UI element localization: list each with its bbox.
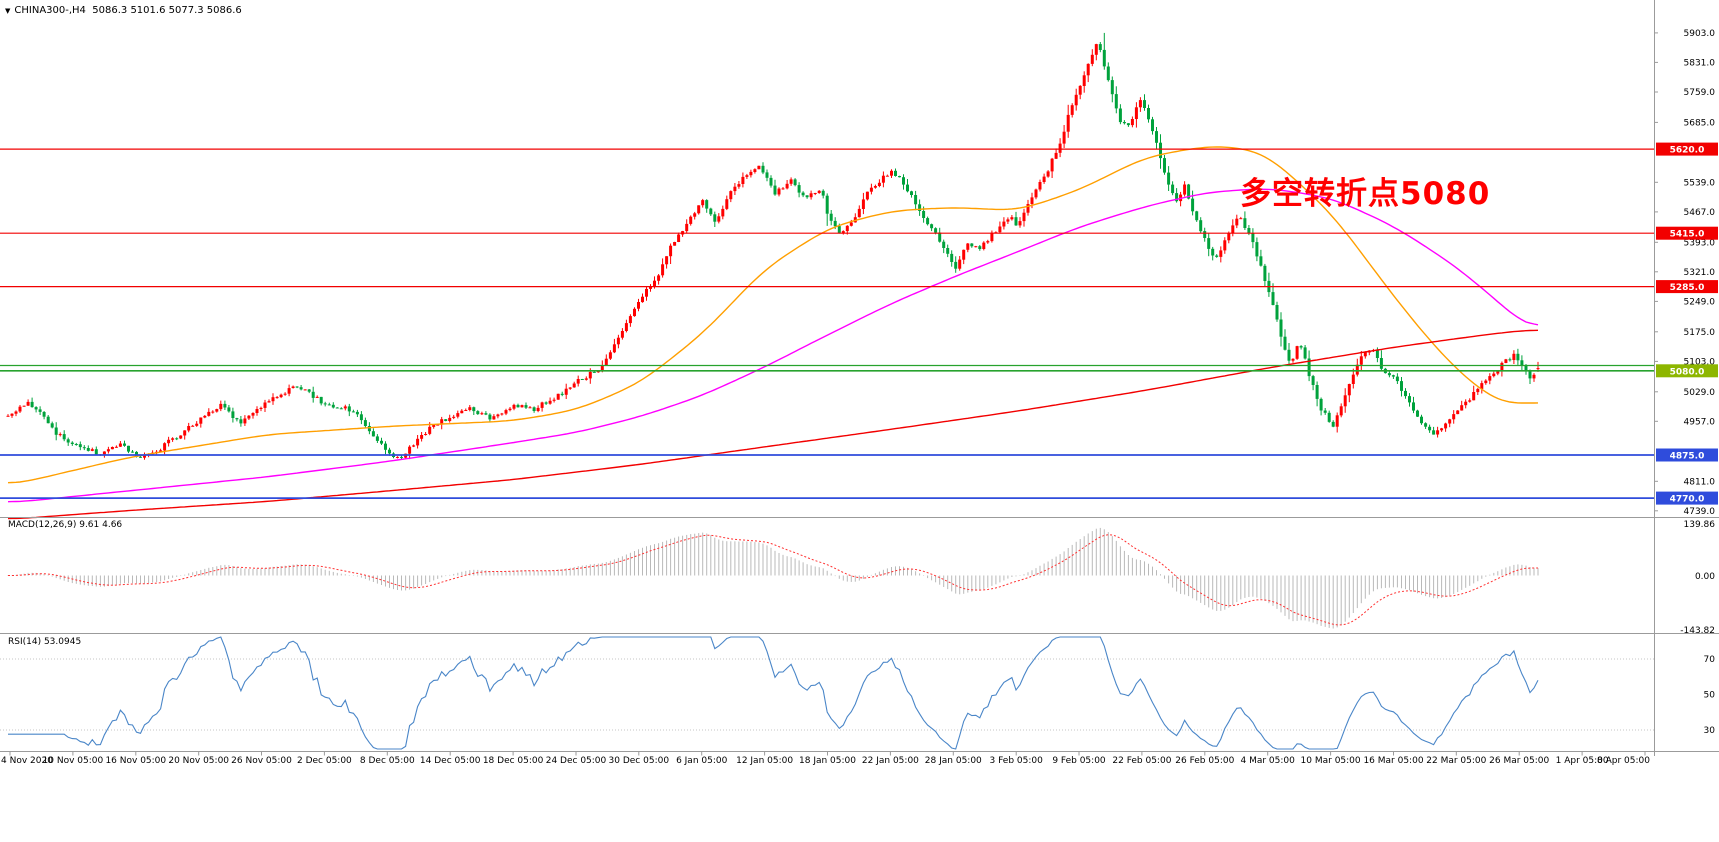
time-axis-label: 22 Jan 05:00 [862,756,919,766]
symbol-info: ▼ CHINA300-,H4 5086.3 5101.6 5077.3 5086… [5,5,242,16]
time-axis-label: 2 Dec 05:00 [297,756,352,766]
rsi-line [8,636,1539,750]
svg-text:5539.0: 5539.0 [1684,178,1716,188]
svg-text:139.86: 139.86 [1684,520,1716,530]
macd-panel[interactable]: 139.86 0.00 -143.82 [7,520,1716,636]
svg-text:4957.0: 4957.0 [1684,417,1716,427]
price-level-badge [1656,491,1718,505]
time-axis-label: 10 Nov 05:00 [43,756,104,766]
rsi-indicator-label: RSI(14) 53.0945 [8,637,82,647]
svg-text:5903.0: 5903.0 [1684,29,1716,39]
svg-text:70: 70 [1704,655,1716,665]
time-axis-label: 12 Jan 05:00 [736,756,793,766]
main-price-panel[interactable] [0,32,1654,520]
time-axis-label: 22 Feb 05:00 [1112,756,1171,766]
svg-text:5080.0: 5080.0 [1670,367,1705,377]
svg-text:0.00: 0.00 [1695,572,1715,582]
svg-text:5321.0: 5321.0 [1684,268,1716,278]
svg-text:4811.0: 4811.0 [1684,477,1716,487]
svg-text:5285.0: 5285.0 [1670,283,1705,293]
time-axis-label: 22 Mar 05:00 [1426,756,1486,766]
time-axis-label: 16 Nov 05:00 [105,756,166,766]
symbol-dropdown-icon[interactable]: ▼ [5,6,11,15]
time-axis-label: 18 Dec 05:00 [483,756,544,766]
svg-text:4770.0: 4770.0 [1670,495,1705,505]
svg-text:-143.82: -143.82 [1680,626,1715,636]
time-axis-label: 26 Mar 05:00 [1489,756,1549,766]
svg-text:5393.0: 5393.0 [1684,238,1716,248]
price-level-badge [1656,142,1718,156]
price-level-badge [1656,280,1718,294]
svg-text:5467.0: 5467.0 [1684,208,1716,218]
time-axis-label: 30 Dec 05:00 [609,756,670,766]
svg-text:5620.0: 5620.0 [1670,146,1705,156]
time-axis-label: 26 Nov 05:00 [231,756,292,766]
macd-indicator-label: MACD(12,26,9) 9.61 4.66 [8,520,123,530]
svg-text:30: 30 [1704,726,1716,736]
svg-text:5415.0: 5415.0 [1670,230,1705,240]
time-axis-label: 18 Jan 05:00 [799,756,856,766]
svg-text:5759.0: 5759.0 [1684,88,1716,98]
svg-text:5831.0: 5831.0 [1684,58,1716,68]
rsi-panel[interactable]: 70 50 30 [0,636,1716,750]
time-axis-label: 4 Nov 2020 [1,756,53,766]
symbol-ohlc-text: CHINA300-,H4 5086.3 5101.6 5077.3 5086.6 [14,5,242,16]
svg-text:5249.0: 5249.0 [1684,297,1716,307]
svg-text:4875.0: 4875.0 [1670,452,1705,462]
price-level-badge [1656,448,1718,462]
svg-text:4739.0: 4739.0 [1684,507,1716,517]
price-level-badge [1656,364,1718,378]
svg-text:5685.0: 5685.0 [1684,118,1716,128]
time-axis-label: 28 Jan 05:00 [925,756,982,766]
annotation-text[interactable]: 多空转折点5080 [1240,176,1491,212]
macd-signal-line [8,534,1538,626]
time-axis-label: 14 Dec 05:00 [420,756,481,766]
svg-text:5175.0: 5175.0 [1684,328,1716,338]
price-scale[interactable]: 5903.0 5831.0 5759.0 5685.0 5539.0 5467.0 5393… [1654,0,1718,756]
ma-line-medium-magenta [7,188,1539,503]
time-axis-label: 8 Dec 05:00 [360,756,415,766]
time-axis-label: 6 Jan 05:00 [676,756,728,766]
time-axis-label: 4 Mar 05:00 [1241,756,1296,766]
time-axis-label: 9 Feb 05:00 [1052,756,1106,766]
time-axis-label: 16 Mar 05:00 [1363,756,1423,766]
time-axis-label: 24 Dec 05:00 [546,756,607,766]
time-axis-label: 1 Apr 05:00 [1556,756,1609,766]
svg-text:5029.0: 5029.0 [1684,388,1716,398]
time-axis-label: 8 Apr 05:00 [1597,756,1650,766]
svg-text:5103.0: 5103.0 [1684,357,1716,367]
trading-chart[interactable]: 5903.0 5831.0 5759.0 5685.0 5539.0 5467.0 5393… [0,0,1719,780]
time-axis-label: 3 Feb 05:00 [990,756,1044,766]
ma-line-fast-orange [7,146,1539,484]
time-axis-label: 20 Nov 05:00 [168,756,229,766]
time-axis-label: 26 Feb 05:00 [1175,756,1234,766]
price-level-badge [1656,226,1718,240]
svg-text:50: 50 [1704,691,1716,701]
time-axis-label: 10 Mar 05:00 [1301,756,1361,766]
